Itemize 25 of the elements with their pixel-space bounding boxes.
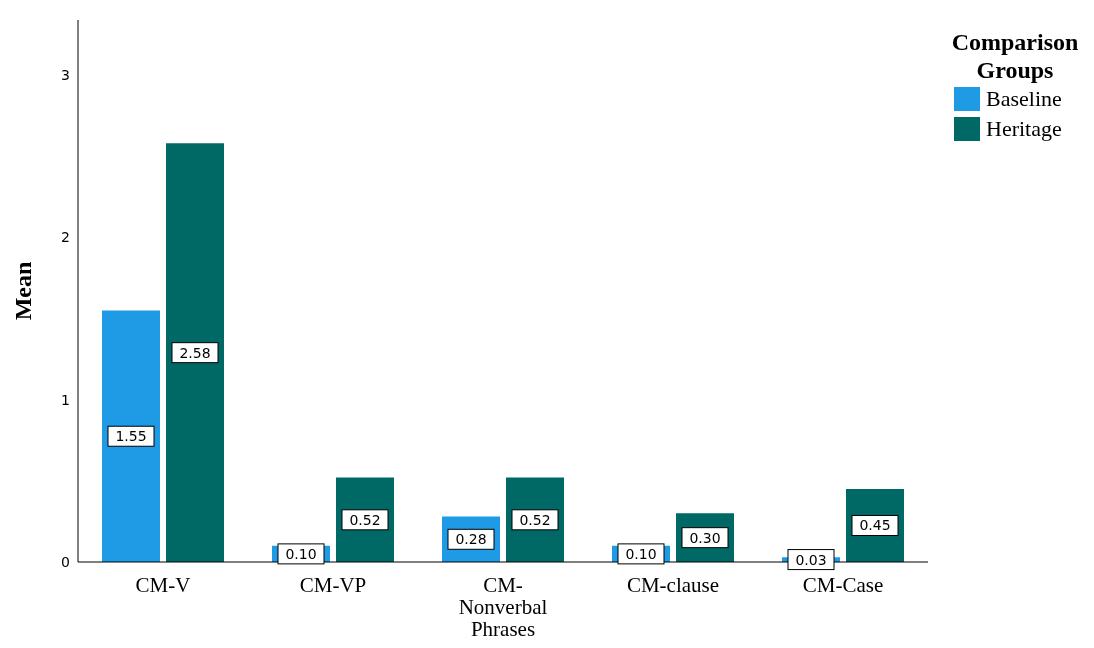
y-tick-label: 3 — [61, 67, 70, 84]
bar — [102, 310, 160, 562]
legend-title: Comparison Groups — [950, 28, 1080, 84]
data-label: 0.10 — [625, 545, 657, 562]
data-label: 1.55 — [115, 428, 147, 445]
data-label: 0.03 — [795, 551, 827, 568]
data-label: 0.45 — [859, 517, 891, 534]
x-tick-label: CM-clause — [626, 573, 720, 597]
y-tick-label: 1 — [61, 391, 70, 408]
x-tick-label: CM-VP — [299, 573, 367, 597]
y-axis-title: Mean — [9, 261, 36, 321]
data-label: 0.52 — [519, 511, 551, 528]
x-tick-label: CM-V — [135, 573, 191, 597]
legend-label: Heritage — [985, 115, 1063, 143]
x-tick-label: CM-Case — [802, 573, 884, 597]
bar — [166, 143, 224, 562]
data-label: 0.10 — [285, 545, 317, 562]
y-tick-label: 0 — [61, 553, 70, 570]
data-label: 0.52 — [349, 511, 381, 528]
data-label: 2.58 — [179, 344, 211, 361]
data-label: 0.30 — [689, 529, 721, 546]
y-tick-label: 2 — [61, 229, 70, 246]
legend-label: Baseline — [985, 85, 1063, 113]
x-tick-label: CM-Nonverbal Phrases — [458, 573, 548, 641]
data-label: 0.28 — [455, 531, 487, 548]
